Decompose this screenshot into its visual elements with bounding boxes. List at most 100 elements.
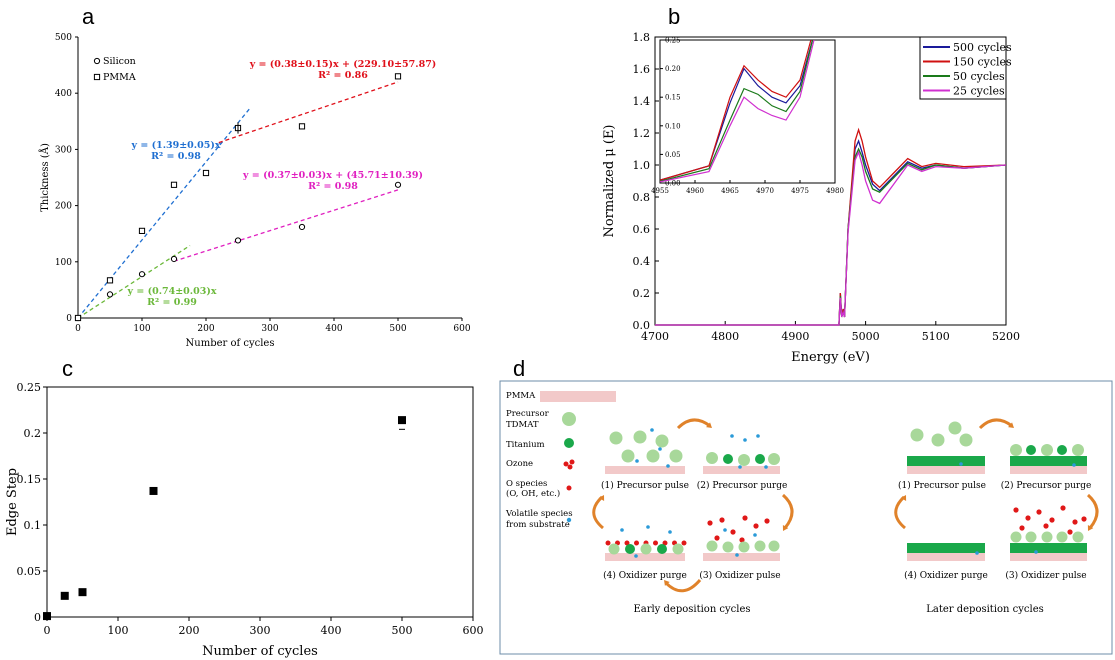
- c-y-tick-label: 0.1: [24, 519, 42, 532]
- d-volatile-species: [1072, 463, 1076, 467]
- c-x-tick-label: 600: [463, 624, 484, 637]
- d-precursor-molecule: [931, 433, 945, 447]
- d-legend-o-species-icon: [566, 485, 572, 491]
- d-legend-precursor-2: TDMAT: [506, 420, 539, 430]
- c-y-tick-label: 0.25: [17, 381, 42, 394]
- a-y-tick-label: 300: [55, 145, 72, 155]
- d-legend-pmma-swatch: [540, 391, 616, 402]
- d-adsorbed-species: [1010, 444, 1022, 456]
- b-inset-y-tick-label: 0.20: [665, 65, 681, 73]
- d-early-step3: (3) Oxidizer pulse: [699, 570, 780, 581]
- b-x-tick-label: 4700: [641, 330, 669, 343]
- d-later-step2: (2) Precursor purge: [1001, 480, 1092, 491]
- d-arrow-head: [706, 422, 712, 428]
- d-ozone-molecule: [714, 535, 720, 541]
- a-legend-marker-pmma: [93, 73, 101, 81]
- d-ozone-molecule: [1081, 516, 1087, 522]
- c-y-axis-label: Edge Step: [5, 468, 20, 536]
- d-ozone-molecule: [1036, 509, 1042, 515]
- d-volatile-species: [634, 554, 638, 558]
- a-y-tick-label: 100: [55, 258, 72, 268]
- b-x-tick-label: 5100: [922, 330, 950, 343]
- d-volatile-species: [620, 528, 624, 532]
- d-arrow-head: [1087, 525, 1094, 531]
- c-x-tick-label: 400: [321, 624, 342, 637]
- b-y-tick-label: 0.4: [633, 255, 651, 268]
- b-inset-x-tick-label: 4960: [686, 187, 704, 195]
- d-legend-volatile-icon: [566, 517, 572, 523]
- a-fit-equation: y = (0.38±0.15)x + (229.10±57.87): [249, 59, 437, 70]
- d-later-title: Later deposition cycles: [926, 604, 1044, 615]
- b-inset-x-tick-label: 4965: [721, 187, 739, 195]
- a-fit-r2: R² = 0.98: [151, 151, 201, 162]
- d-ozone-molecule: [1067, 529, 1073, 535]
- b-inset-y-tick-label: 0.15: [665, 94, 681, 102]
- a-x-tick-label: 500: [389, 324, 406, 334]
- d-ozone-molecule: [730, 529, 736, 535]
- a-x-axis-label: Number of cycles: [186, 338, 275, 349]
- d-legend-precursor-1: Precursor: [506, 409, 550, 419]
- c-data-point: [398, 416, 406, 425]
- b-inset-x-tick-label: 4980: [826, 187, 844, 195]
- a-fit-r2: R² = 0.86: [318, 70, 368, 81]
- d-legend-volatile-2: from substrate: [506, 520, 570, 530]
- a-y-axis-label: Thickness (Å): [39, 143, 51, 212]
- d-adsorbed-species: [706, 452, 718, 464]
- b-x-tick-label: 5200: [992, 330, 1020, 343]
- d-precursor-molecule: [655, 434, 669, 448]
- b-inset-y-tick-label: 0.25: [665, 37, 681, 45]
- b-y-tick-label: 1.6: [633, 63, 651, 76]
- d-legend-o-species-2: (O, OH, etc.): [506, 488, 560, 499]
- b-inset-series-line: [660, 40, 814, 182]
- d-volatile-species: [764, 465, 768, 469]
- d-precursor-molecule: [948, 421, 962, 435]
- d-adsorbed-precursor: [1010, 531, 1022, 543]
- d-precursor-molecule: [669, 449, 683, 463]
- b-y-tick-label: 1.2: [633, 127, 651, 140]
- d-ozone-molecule: [764, 518, 770, 524]
- d-legend-pmma: PMMA: [506, 391, 536, 401]
- d-adsorbed-species: [768, 453, 780, 465]
- a-point-silicon: [170, 255, 178, 263]
- d-adsorbed-species: [738, 454, 750, 466]
- d-cycle-arrow: [676, 418, 711, 430]
- d-legend-volatile-1: Volatile species: [505, 509, 573, 519]
- d-precursor-molecule: [646, 449, 660, 463]
- d-o-species: [681, 540, 687, 546]
- d-o-species: [634, 540, 639, 546]
- d-o-species: [624, 540, 630, 546]
- b-y-tick-label: 1.8: [633, 31, 651, 44]
- c-y-tick-label: 0.15: [17, 473, 42, 486]
- b-inset-series-line: [660, 40, 815, 183]
- a-fit-equation: y = (0.37±0.03)x + (45.71±10.39): [242, 170, 423, 181]
- d-adsorbed-species: [608, 543, 620, 555]
- d-adsorbed-species: [1057, 445, 1067, 455]
- d-cycle-arrow: [894, 495, 906, 530]
- d-ozone-molecule: [707, 520, 713, 526]
- c-y-tick-label: 0.2: [24, 427, 42, 440]
- d-volatile-species: [650, 428, 654, 432]
- d-adsorbed-species: [1041, 444, 1053, 456]
- a-x-tick-label: 300: [261, 324, 278, 334]
- d-substrate-pmma: [605, 553, 685, 561]
- c-x-tick-label: 100: [108, 624, 129, 637]
- d-volatile-species: [668, 530, 672, 534]
- d-volatile-species: [975, 551, 979, 555]
- d-later-step3: (3) Oxidizer pulse: [1005, 570, 1086, 581]
- d-volatile-species: [666, 464, 670, 468]
- d-legend-precursor-icon: [562, 412, 576, 426]
- d-cycle-arrow: [781, 493, 794, 529]
- d-early-title: Early deposition cycles: [633, 604, 750, 615]
- d-substrate-pmma: [1010, 466, 1087, 474]
- a-point-pmma: [170, 181, 178, 188]
- b-legend-label: 150 cycles: [953, 56, 1012, 69]
- d-precursor-molecule: [621, 449, 635, 463]
- d-ozone-molecule: [1072, 519, 1078, 525]
- panel-label-b: b: [668, 4, 681, 29]
- b-x-tick-label: 4800: [711, 330, 739, 343]
- d-substrate-pmma: [907, 553, 985, 561]
- d-ozone-molecule: [1060, 505, 1066, 511]
- b-x-tick-label: 4900: [781, 330, 809, 343]
- b-y-tick-label: 1.0: [633, 159, 651, 172]
